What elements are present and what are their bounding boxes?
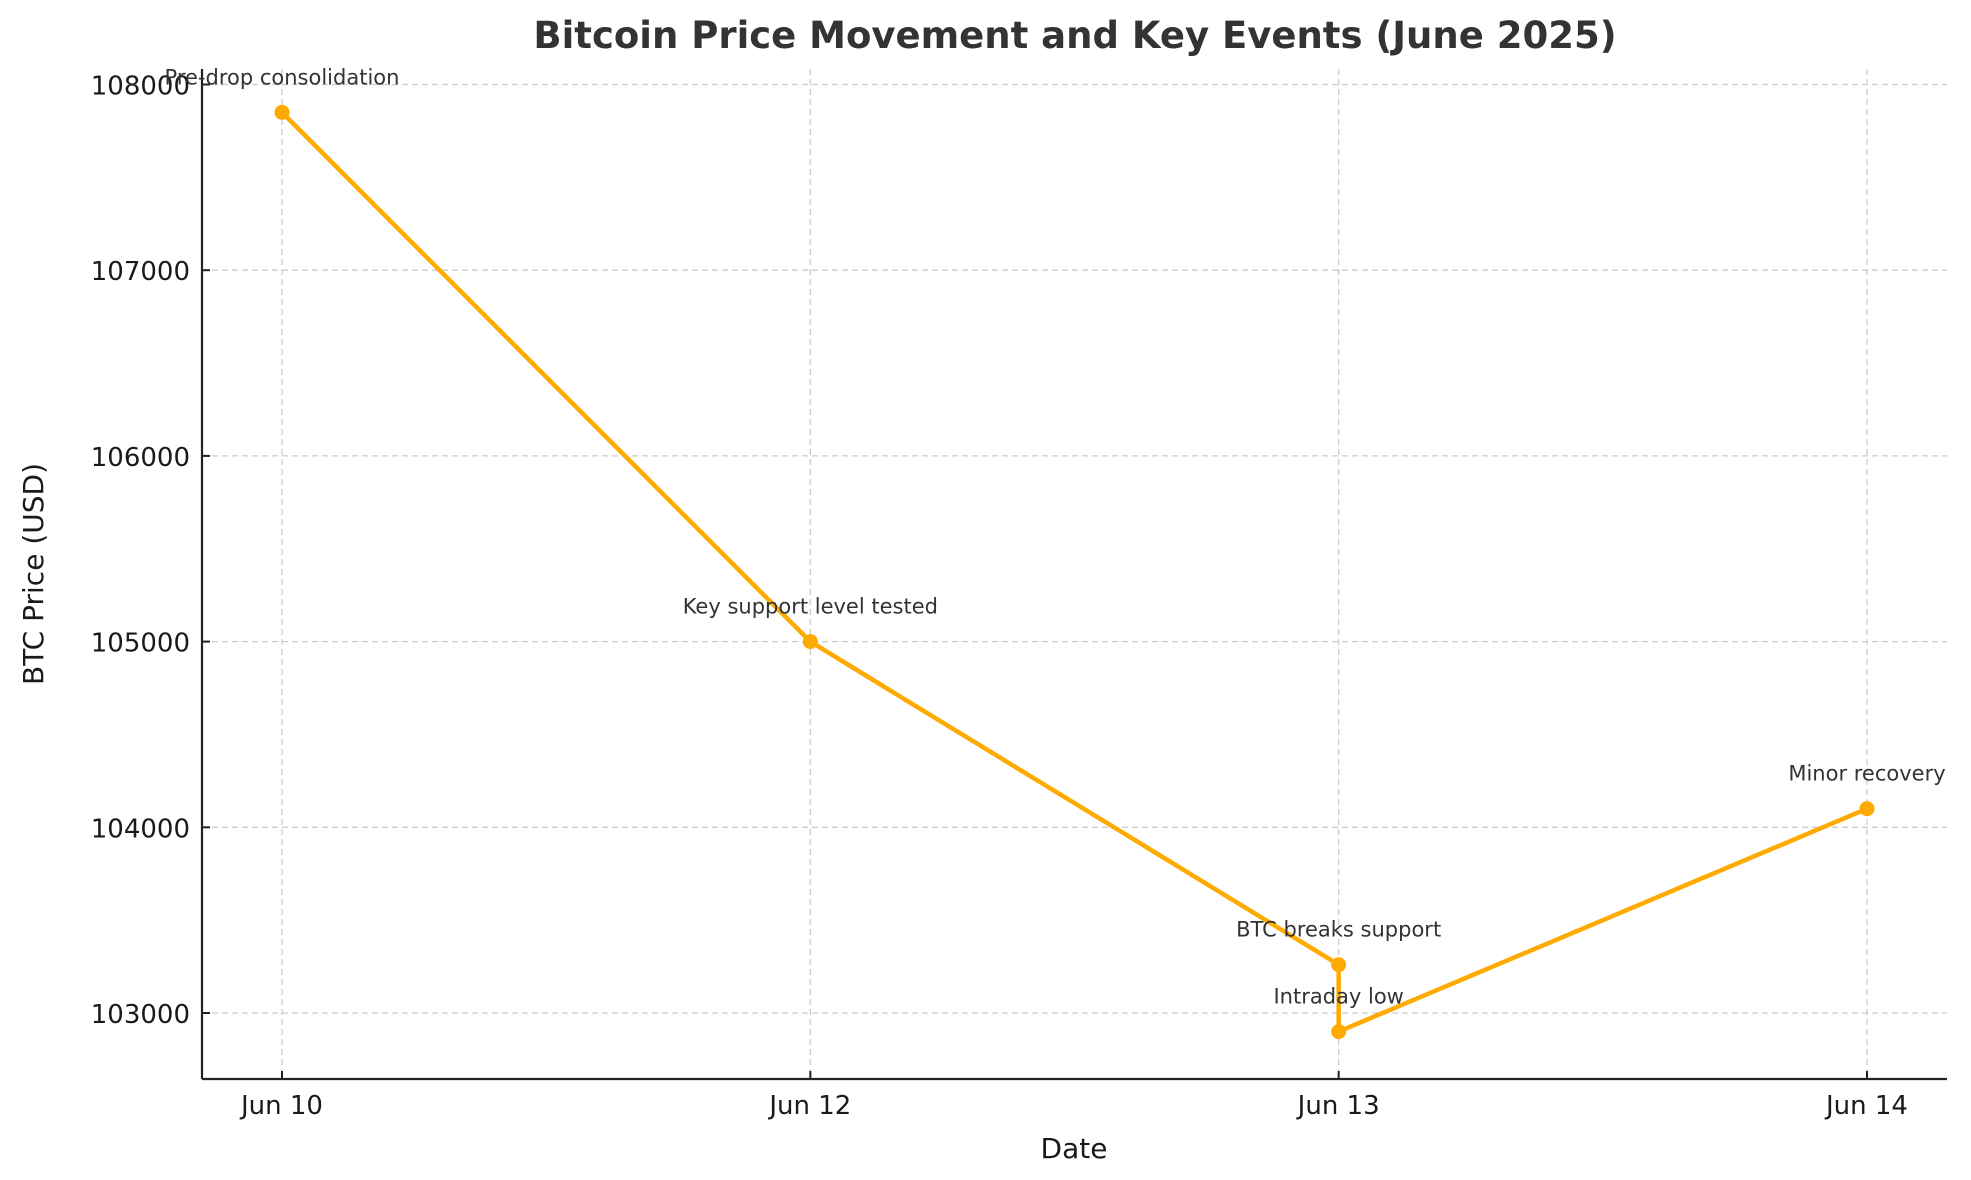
- x-tick-label: Jun 13: [1296, 1091, 1380, 1121]
- data-point: [1331, 1024, 1347, 1040]
- series-line-segment: [1336, 806, 1870, 1034]
- annotation-label: Intraday low: [1273, 985, 1403, 1009]
- y-tick-label: 103000: [91, 1000, 190, 1030]
- data-point: [1331, 957, 1347, 973]
- x-tick-label: Jun 10: [239, 1091, 323, 1121]
- y-tick-label: 105000: [91, 629, 190, 659]
- x-tick-label: Jun 14: [1824, 1091, 1908, 1121]
- y-tick-label: 104000: [91, 814, 190, 844]
- annotation-label: Pre-drop consolidation: [165, 65, 400, 89]
- series-line-segment: [279, 110, 813, 644]
- annotation-label: BTC breaks support: [1236, 918, 1441, 942]
- y-tick-label: 107000: [91, 257, 190, 287]
- x-tick-label: Jun 12: [767, 1091, 851, 1121]
- chart-title: Bitcoin Price Movement and Key Events (J…: [533, 14, 1616, 57]
- annotation-label: Key support level tested: [683, 595, 938, 619]
- y-tick-label: 108000: [91, 72, 190, 102]
- x-axis-label: Date: [1041, 1132, 1108, 1165]
- data-point: [274, 104, 290, 120]
- series-line-segment: [808, 639, 1341, 967]
- annotation-label: Minor recovery: [1788, 762, 1945, 786]
- data-point: [802, 634, 818, 650]
- y-tick-label: 106000: [91, 443, 190, 473]
- data-point: [1859, 801, 1875, 817]
- y-axis-label: BTC Price (USD): [17, 463, 50, 685]
